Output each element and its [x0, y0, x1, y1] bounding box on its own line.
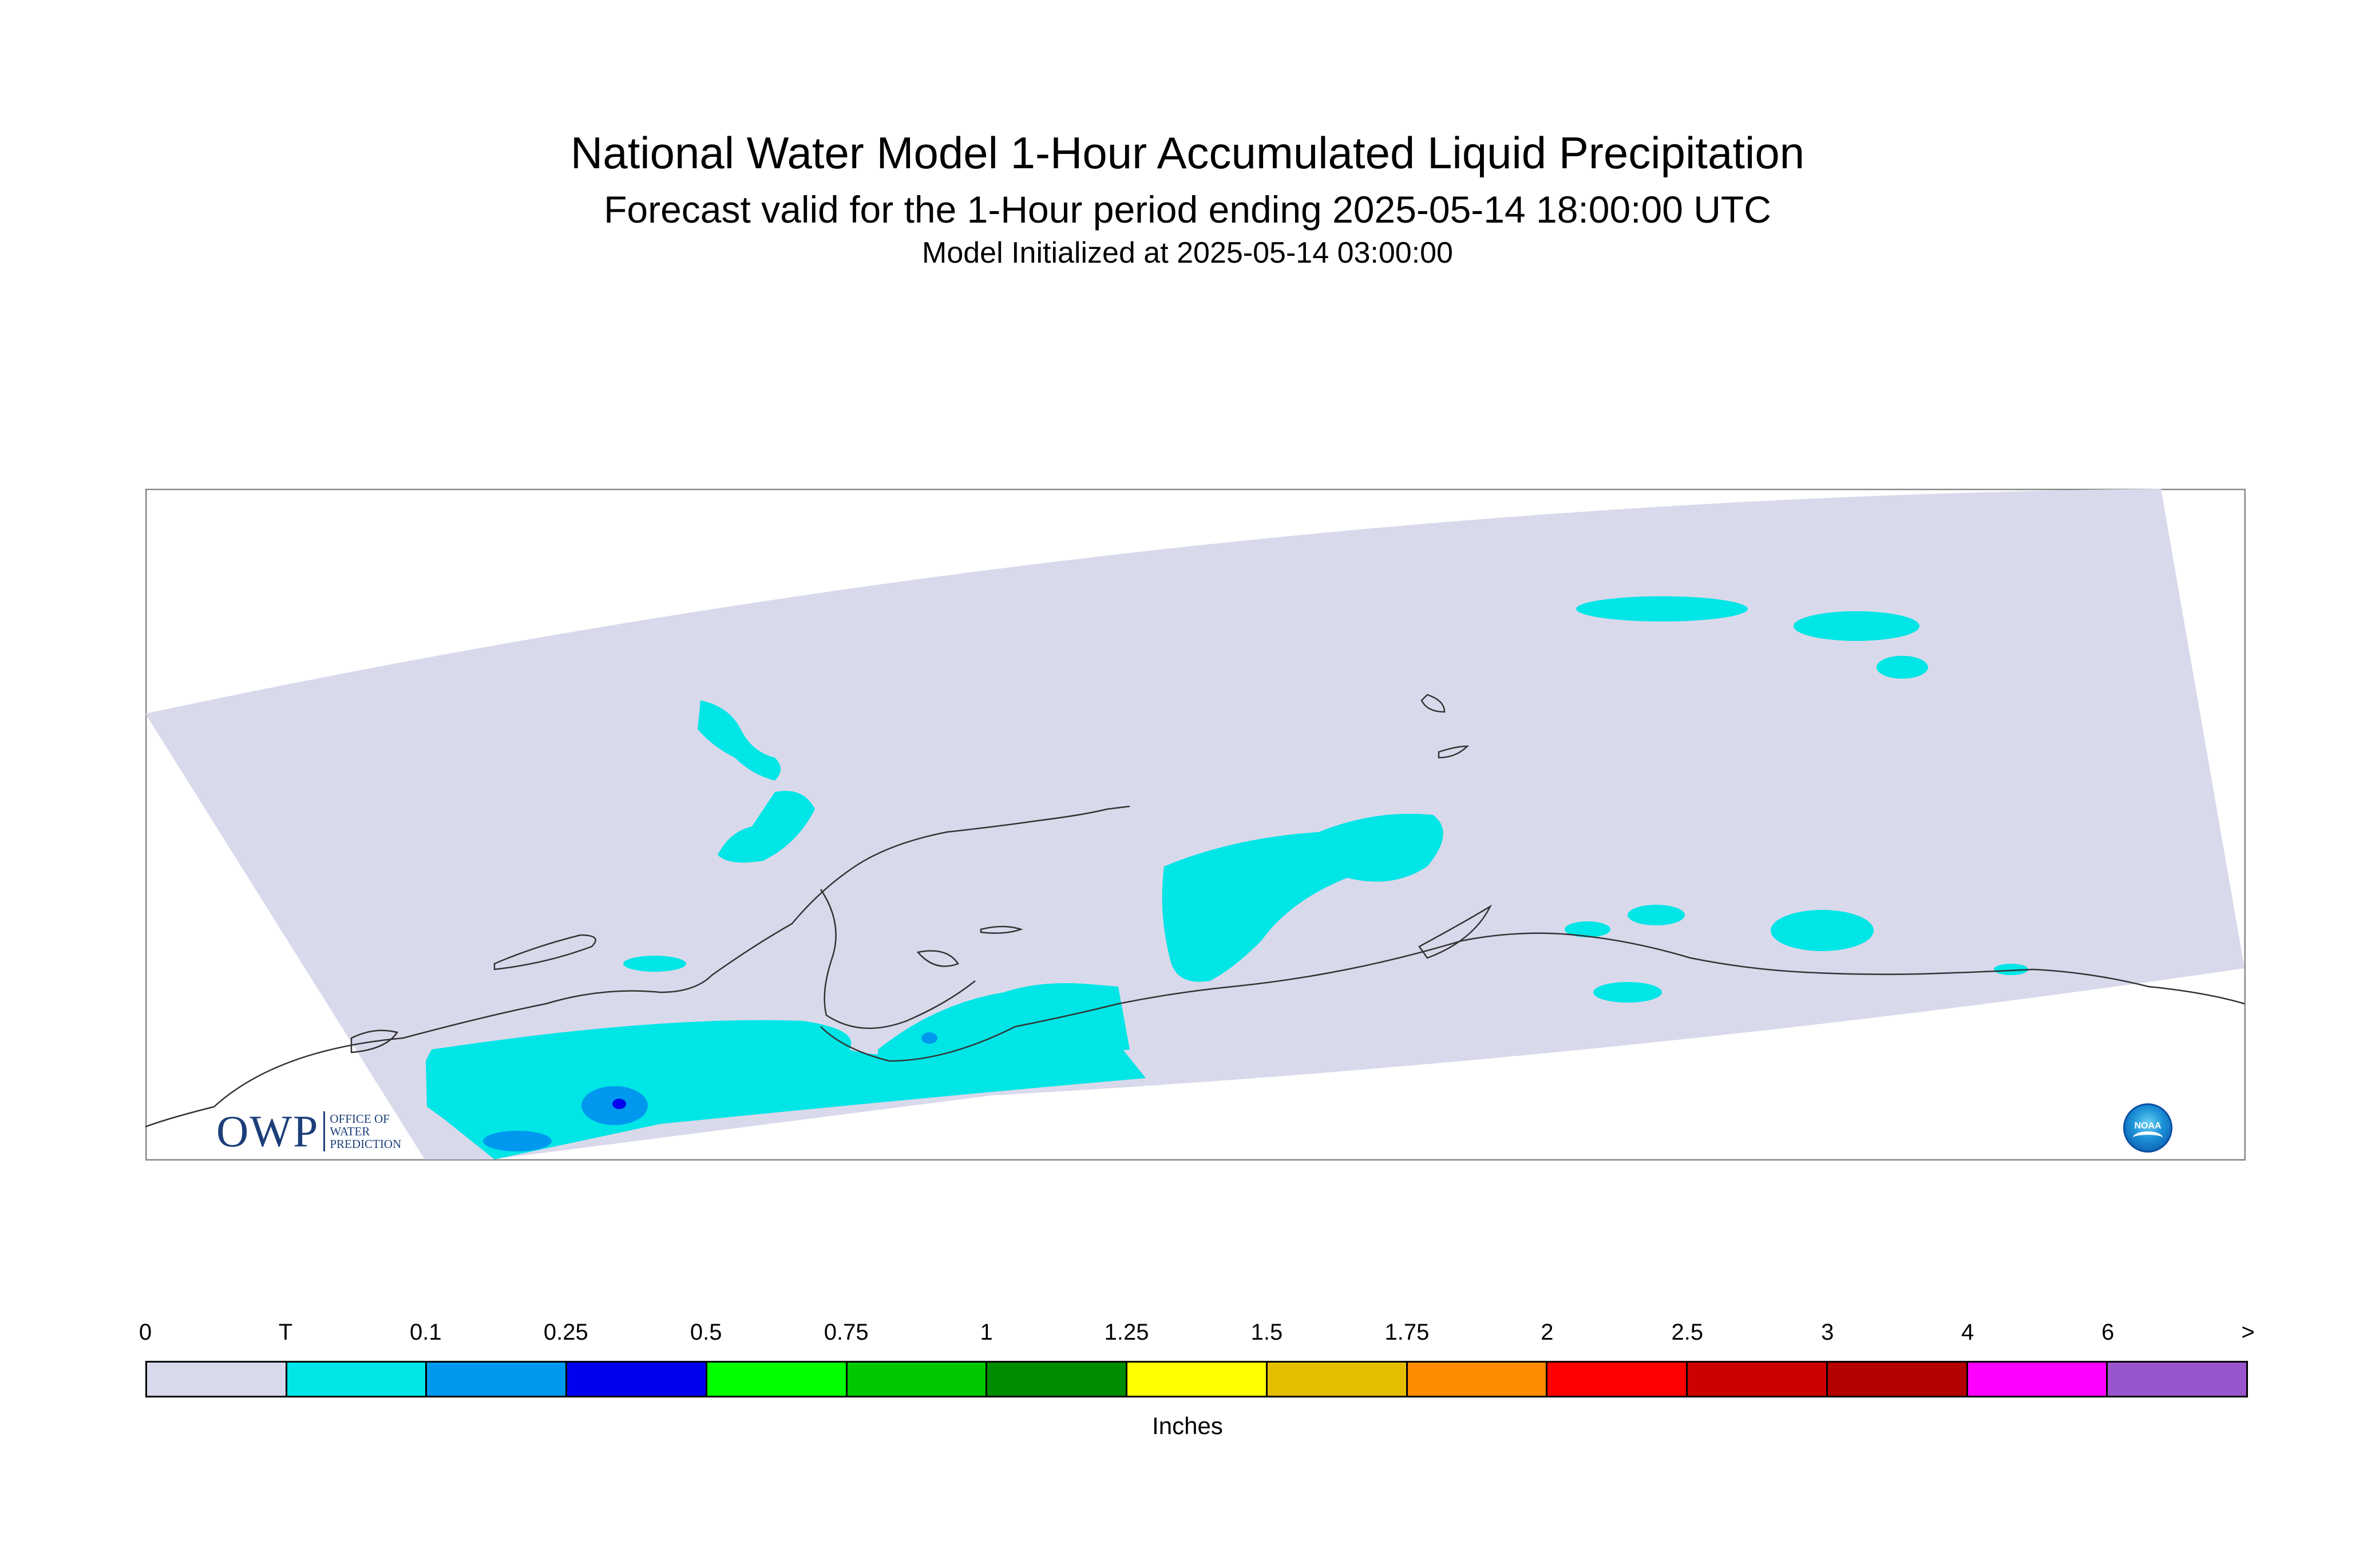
trace-area-ne1 [1576, 596, 1748, 621]
owp-subtext: OFFICE OF WATER PREDICTION [330, 1112, 401, 1150]
coastline-gulf [820, 889, 976, 1030]
legend-swatch [1827, 1363, 1968, 1396]
legend-tick-label: 2 [1541, 1320, 1554, 1345]
precipitation-map [145, 489, 2246, 1161]
legend-tick-label: 0.75 [824, 1320, 869, 1345]
color-legend-bar [145, 1361, 2248, 1397]
trace-area-ne2 [1794, 611, 1919, 641]
owp-letters: OWP [216, 1106, 319, 1156]
legend-swatch [1547, 1363, 1688, 1396]
trace-area-north2 [718, 791, 815, 863]
trace-area-west [623, 956, 686, 972]
forecast-valid-subtitle: Forecast valid for the 1-Hour period end… [604, 188, 1771, 231]
trace-area-central [1162, 814, 1443, 982]
trace-area-east1 [1771, 910, 1874, 951]
legend-swatch [1688, 1363, 1828, 1396]
legend-tick-label: 6 [2101, 1320, 2115, 1345]
legend-swatch [427, 1363, 568, 1396]
legend-tick-label: 4 [1961, 1320, 1974, 1345]
island-7 [980, 925, 1023, 934]
model-init-subtitle: Model Initialized at 2025-05-14 03:00:00 [922, 236, 1453, 270]
light-area-3 [921, 1032, 937, 1044]
legend-tick-label: 0.5 [690, 1320, 722, 1345]
coastlines [145, 694, 2245, 1128]
legend-swatch [287, 1363, 428, 1396]
legend-swatch [1127, 1363, 1268, 1396]
trace-area-east3 [1565, 921, 1610, 937]
noaa-logo-text: NOAA [2134, 1121, 2162, 1131]
owp-subtext-line1: OFFICE OF [330, 1112, 390, 1126]
legend-swatch [147, 1363, 287, 1396]
coastline-south [820, 940, 1462, 1062]
legend-tick-label: 1.25 [1104, 1320, 1149, 1345]
legend-units-label: Inches [1152, 1412, 1223, 1439]
trace-precip-areas [426, 596, 2028, 1159]
light-area-2 [483, 1131, 552, 1151]
moderate-area-1 [612, 1099, 626, 1109]
island-4 [1418, 904, 1493, 959]
trace-area-peninsula [878, 983, 1130, 1067]
noaa-logo-icon: NOAA [2123, 1103, 2172, 1153]
island-1 [493, 934, 596, 971]
trace-area-north1 [698, 700, 781, 781]
legend-tick-label: T [278, 1320, 293, 1345]
legend-tick-label: 0.25 [543, 1320, 588, 1345]
chart-title: National Water Model 1-Hour Accumulated … [570, 128, 1805, 178]
noaa-gull-icon [2133, 1131, 2163, 1144]
legend-tick-label: 3 [1821, 1320, 1834, 1345]
legend-tick-label: 1.75 [1384, 1320, 1430, 1345]
island-2 [350, 1030, 399, 1054]
legend-swatch [847, 1363, 988, 1396]
owp-logo: OWP OFFICE OF WATER PREDICTION [216, 1106, 401, 1157]
coastline-east [1461, 932, 2245, 1005]
legend-swatch [1968, 1363, 2108, 1396]
coastline-mainland [145, 805, 1130, 1128]
island-5 [1420, 694, 1446, 713]
trace-area-east4 [1593, 982, 1662, 1003]
legend-swatch [1407, 1363, 1548, 1396]
owp-subtext-line2: WATER [330, 1124, 370, 1138]
legend-tick-label: 1 [980, 1320, 993, 1345]
legend-swatch [987, 1363, 1128, 1396]
legend-tick-label: 0.1 [410, 1320, 442, 1345]
trace-area-ne3 [1877, 656, 1928, 679]
legend-swatch [567, 1363, 707, 1396]
island-3 [916, 950, 959, 967]
legend-tick-label: 0 [138, 1320, 152, 1345]
owp-divider [323, 1111, 326, 1151]
moderate-precip-areas [612, 1099, 626, 1109]
owp-subtext-line3: PREDICTION [330, 1137, 402, 1151]
trace-area-far-east [1994, 964, 2028, 975]
legend-swatch [1267, 1363, 1408, 1396]
legend-swatch [707, 1363, 848, 1396]
legend-tick-label: 1.5 [1250, 1320, 1283, 1345]
island-6 [1438, 745, 1470, 759]
trace-area-east2 [1628, 905, 1685, 925]
legend-tick-label: > [2241, 1320, 2255, 1345]
legend-tick-label: 2.5 [1671, 1320, 1704, 1345]
legend-swatch [2108, 1363, 2247, 1396]
